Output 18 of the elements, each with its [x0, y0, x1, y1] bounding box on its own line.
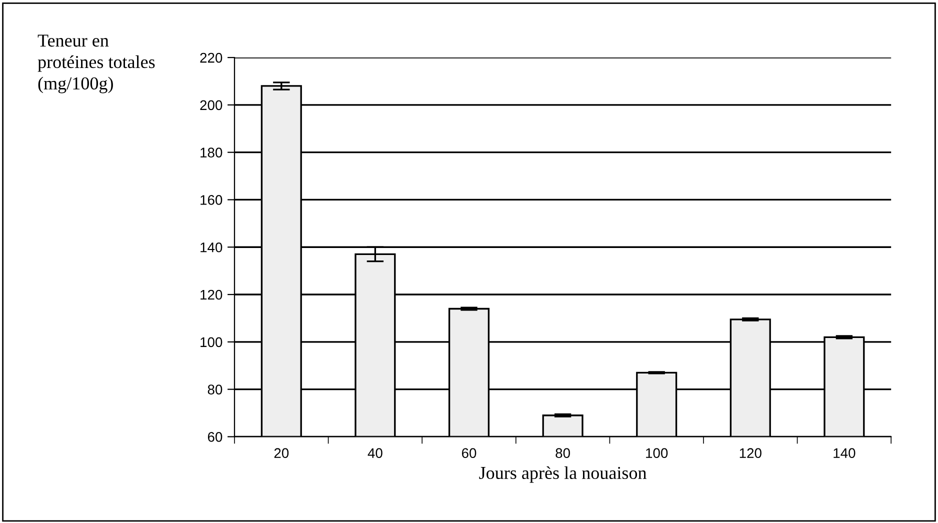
x-tick-label: 80 — [556, 448, 570, 458]
x-tick-label: 140 — [834, 448, 856, 458]
y-tick-label: 120 — [200, 290, 222, 300]
y-tick-label: 60 — [208, 432, 222, 442]
x-tick-label: 20 — [274, 448, 289, 458]
y-tick-label: 180 — [200, 148, 222, 158]
y-tick-label: 160 — [200, 195, 222, 205]
y-axis-title: Teneur en protéines totales (mg/100g) — [38, 34, 155, 94]
x-tick-label: 60 — [462, 448, 476, 458]
y-tick-label: 80 — [208, 384, 222, 394]
x-tick-label: 40 — [368, 448, 382, 458]
y-tick-label: 200 — [200, 100, 222, 110]
y-tick-label: 140 — [200, 242, 222, 252]
y-tick-label: 220 — [200, 52, 222, 63]
y-tick-label: 100 — [200, 337, 222, 348]
x-tick-label: 120 — [740, 448, 762, 458]
x-tick-label: 100 — [646, 448, 668, 458]
x-axis-title: Jours après la nouaison — [479, 466, 647, 483]
